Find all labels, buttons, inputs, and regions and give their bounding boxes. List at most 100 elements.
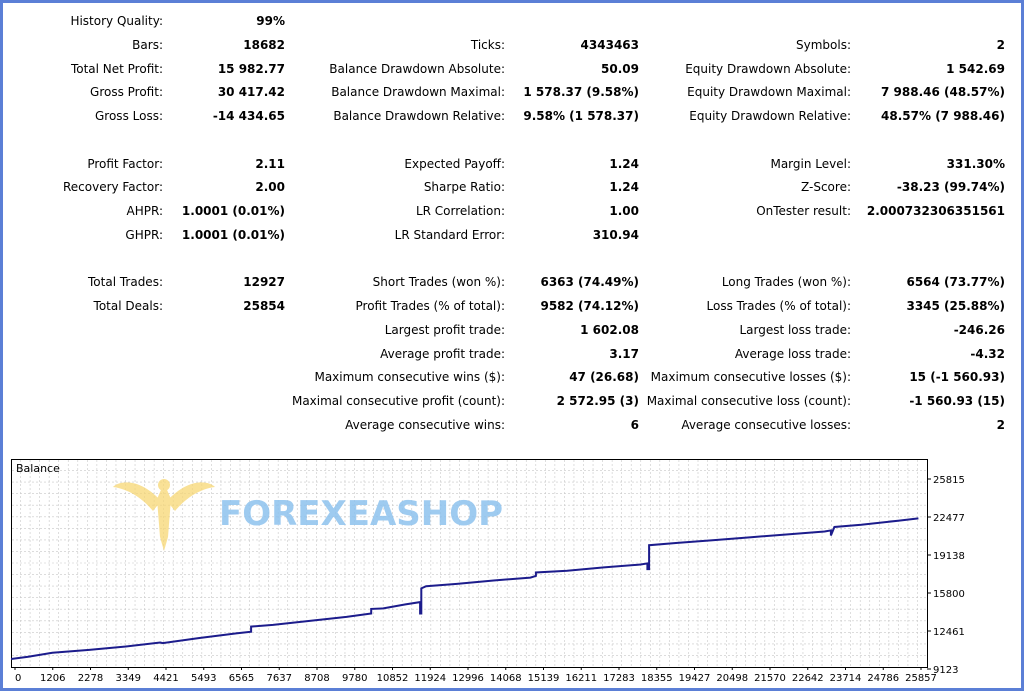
report-label: Largest loss trade: — [739, 322, 851, 337]
report-label: Loss Trades (% of total): — [706, 299, 852, 313]
x-tick-label: 24786 — [867, 673, 899, 684]
watermark-text: FOREXEASHOP — [219, 494, 503, 534]
report-label: Equity Drawdown Absolute: — [685, 61, 851, 76]
report-value: 1.0001 (0.01%) — [181, 227, 285, 242]
x-tick-label: 1206 — [40, 673, 65, 684]
report-label: Recovery Factor: — [62, 180, 163, 195]
report-value: 6363 (74.49%) — [540, 275, 639, 290]
x-tick-label: 8708 — [304, 673, 329, 684]
report-label: Ticks: — [470, 37, 505, 52]
report-label: Expected Payoff: — [404, 156, 505, 171]
report-value: 310.94 — [592, 227, 639, 242]
report-label: Short Trades (won %): — [372, 275, 505, 290]
report-value: 2 572.95 (3) — [556, 394, 639, 408]
report-value: 15 (-1 560.93) — [909, 370, 1005, 385]
report-value: 1 602.08 — [580, 322, 639, 337]
report-value: 18682 — [243, 37, 285, 52]
report-label: Balance Drawdown Maximal: — [331, 85, 505, 100]
report-label: Largest profit trade: — [384, 322, 505, 337]
report-label: History Quality: — [70, 14, 163, 28]
report-value: 1.24 — [609, 180, 639, 195]
report-value: 15 982.77 — [217, 61, 285, 76]
x-tick-label: 14068 — [490, 673, 522, 684]
report-value: 4343463 — [580, 37, 639, 52]
x-tick-label: 21570 — [754, 673, 786, 684]
y-tick-label: 25815 — [933, 475, 965, 486]
report-label: AHPR: — [126, 204, 163, 218]
report-label: Bars: — [132, 37, 163, 52]
y-tick-label: 12461 — [933, 627, 965, 638]
report-value: 1.24 — [609, 156, 639, 171]
x-tick-label: 3349 — [116, 673, 141, 684]
report-label: Balance Drawdown Relative: — [333, 109, 505, 123]
balance-chart: FOREXEASHOP Balance 25815 22477 19138 15800 12… — [11, 459, 1017, 687]
report-value: 1.0001 (0.01%) — [181, 204, 285, 218]
report-label: Profit Factor: — [87, 156, 163, 171]
report-value: 331.30% — [946, 156, 1005, 171]
x-tick-label: 11924 — [414, 673, 446, 684]
balance-chart-svg: FOREXEASHOP Balance 25815 22477 19138 15800 12… — [11, 459, 965, 684]
report-value: 6 — [630, 417, 639, 432]
report-label: Equity Drawdown Relative: — [689, 109, 851, 123]
report-label: Equity Drawdown Maximal: — [687, 85, 851, 100]
report-label: Gross Loss: — [95, 109, 163, 123]
report-value: -4.32 — [970, 346, 1005, 361]
report-value: 50.09 — [601, 61, 639, 76]
report-label: Total Trades: — [88, 275, 163, 290]
report-label: Z-Score: — [801, 180, 851, 195]
report-label: Average profit trade: — [380, 346, 505, 361]
report-value: 2 — [996, 417, 1005, 432]
x-tick-label: 19427 — [679, 673, 711, 684]
report-value: 2.11 — [255, 156, 285, 171]
report-value: 47 (26.68) — [569, 370, 639, 385]
x-tick-label: 15139 — [528, 673, 560, 684]
x-tick-label: 25857 — [905, 673, 937, 684]
report-value: -38.23 (99.74%) — [896, 180, 1005, 195]
report-value: 12927 — [243, 275, 285, 290]
report-label: Average loss trade: — [734, 346, 851, 361]
report-value: 2.00 — [255, 180, 285, 195]
x-tick-label: 20498 — [716, 673, 748, 684]
report-value: 30 417.42 — [217, 85, 285, 100]
report-label: Profit Trades (% of total): — [355, 299, 505, 313]
report-label: Average consecutive wins: — [345, 417, 505, 432]
balance-line — [11, 517, 919, 660]
report-label: Total Net Profit: — [70, 61, 163, 76]
x-tick-label: 6565 — [229, 673, 254, 684]
report-value: 9582 (74.12%) — [540, 299, 639, 313]
strategy-tester-report: History Quality: 99% Bars: 18682 Ticks: 43434… — [3, 3, 1024, 433]
report-value: 99% — [256, 14, 285, 28]
report-value: 25854 — [243, 299, 285, 313]
report-value: 1 542.69 — [946, 61, 1005, 76]
x-tick-label: 22642 — [792, 673, 824, 684]
report-value: 1 578.37 (9.58%) — [523, 85, 639, 100]
report-label: Average consecutive losses: — [681, 417, 851, 432]
report-label: Symbols: — [796, 37, 851, 52]
report-value: -14 434.65 — [212, 109, 285, 123]
report-value: 48.57% (7 988.46) — [881, 109, 1005, 123]
report-label: Balance Drawdown Absolute: — [329, 61, 505, 76]
x-tick-label: 16211 — [565, 673, 597, 684]
report-value: 9.58% (1 578.37) — [523, 109, 639, 123]
report-label: Total Deals: — [93, 299, 163, 313]
x-tick-label: 2278 — [78, 673, 103, 684]
y-tick-label: 19138 — [933, 551, 965, 562]
chart-title: Balance — [16, 462, 60, 475]
y-tick-label: 15800 — [933, 589, 965, 600]
report-value: 1.00 — [609, 204, 639, 218]
report-label: Sharpe Ratio: — [423, 180, 505, 195]
report-label: Gross Profit: — [90, 85, 163, 100]
x-tick-label: 23714 — [830, 673, 862, 684]
report-label: Maximum consecutive losses ($): — [650, 370, 851, 385]
report-label: LR Standard Error: — [394, 227, 505, 242]
x-tick-label: 10852 — [377, 673, 409, 684]
report-label: Maximal consecutive loss (count): — [646, 394, 851, 408]
report-value: -246.26 — [953, 322, 1005, 337]
report-value: 3345 (25.88%) — [906, 299, 1005, 313]
report-label: Maximal consecutive profit (count): — [291, 394, 505, 408]
eagle-logo-icon — [113, 479, 215, 551]
report-label: OnTester result: — [756, 204, 851, 218]
report-value: 2.000732306351561 — [866, 204, 1005, 218]
report-label: Long Trades (won %): — [721, 275, 851, 290]
